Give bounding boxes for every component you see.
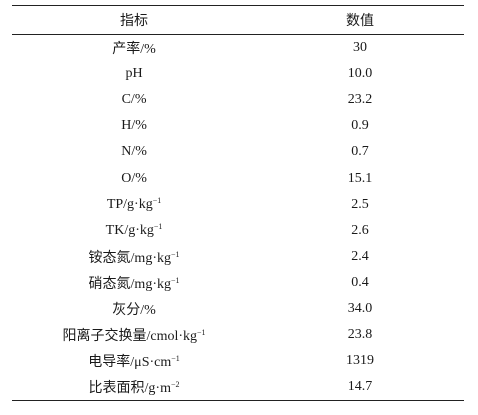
table-row: 阳离子交换量/cmol·kg−1 23.8: [12, 322, 464, 348]
table-row: pH 10.0: [12, 61, 464, 87]
header-value: 数值: [346, 14, 375, 29]
table-row: TK/g·kg−1 2.6: [12, 218, 464, 244]
unit-exponent: −1: [171, 249, 180, 259]
indicator-cell: 阳离子交换量/cmol·kg−1: [12, 322, 256, 348]
value-cell: 2.4: [351, 248, 369, 264]
indicator-label: C/%: [121, 92, 147, 108]
indicator-label: H/%: [121, 118, 147, 134]
table-row: TP/g·kg−1 2.5: [12, 192, 464, 218]
value-cell: 2.6: [351, 222, 369, 238]
indicator-cell: H/%: [12, 113, 256, 139]
indicator-cell: TK/g·kg−1: [12, 218, 256, 244]
unit-exponent: −1: [171, 354, 180, 364]
unit-exponent: −1: [153, 221, 163, 231]
value-cell: 2.5: [351, 196, 369, 212]
table-row: 电导率/μS·cm−1 1319: [12, 348, 464, 374]
table-row: C/% 23.2: [12, 87, 464, 113]
indicator-cell: 硝态氮/mg·kg−1: [12, 270, 256, 296]
indicator-cell: C/%: [12, 87, 256, 113]
table-row: 硝态氮/mg·kg−1 0.4: [12, 270, 464, 296]
indicator-label: 铵态氮/mg·kg: [88, 250, 171, 266]
indicator-label: 比表面积/g·m: [88, 381, 171, 397]
value-cell: 0.7: [351, 144, 369, 160]
table-row: N/% 0.7: [12, 139, 464, 165]
value-cell: 23.2: [347, 92, 373, 108]
indicator-label: 电导率/μS·cm: [88, 355, 172, 371]
value-cell: 23.8: [347, 327, 373, 343]
table-header-row: 指标 数值: [12, 5, 464, 35]
indicator-label: TK/g·kg: [105, 222, 154, 238]
data-table-container: 指标 数值 产率/% 30 pH 10.0 C/% 23.2 H/% 0.9 N/% 0.7 O/%…: [12, 5, 464, 401]
indicator-cell: pH: [12, 61, 256, 87]
indicator-cell: 灰分/%: [12, 296, 256, 322]
value-cell: 14.7: [347, 379, 373, 395]
indicator-label: TP/g·kg: [106, 196, 153, 212]
header-indicator: 指标: [120, 14, 149, 29]
indicator-label: N/%: [121, 144, 147, 160]
properties-table: 指标 数值 产率/% 30 pH 10.0 C/% 23.2 H/% 0.9 N/% 0.7 O/%…: [12, 5, 464, 401]
value-cell: 34.0: [347, 300, 373, 316]
value-cell: 10.0: [347, 66, 373, 82]
indicator-cell: 铵态氮/mg·kg−1: [12, 244, 256, 270]
value-cell: 15.1: [347, 170, 373, 186]
table-row: 比表面积/g·m−2 14.7: [12, 374, 464, 401]
value-cell: 0.4: [351, 274, 369, 290]
indicator-cell: 比表面积/g·m−2: [12, 374, 256, 401]
value-cell: 30: [353, 40, 368, 56]
indicator-cell: 电导率/μS·cm−1: [12, 348, 256, 374]
value-cell: 0.9: [351, 118, 369, 134]
indicator-label: O/%: [121, 170, 147, 186]
table-row: 铵态氮/mg·kg−1 2.4: [12, 244, 464, 270]
indicator-label: 硝态氮/mg·kg: [88, 276, 171, 292]
table-row: H/% 0.9: [12, 113, 464, 139]
indicator-cell: O/%: [12, 165, 256, 191]
unit-exponent: −1: [171, 275, 180, 285]
table-row: 产率/% 30: [12, 35, 464, 62]
table-row: O/% 15.1: [12, 165, 464, 191]
table-row: 灰分/% 34.0: [12, 296, 464, 322]
indicator-label: pH: [125, 66, 143, 82]
indicator-label: 灰分/%: [112, 302, 156, 318]
unit-exponent: −1: [197, 328, 206, 338]
indicator-cell: 产率/%: [12, 35, 256, 62]
table-body: 产率/% 30 pH 10.0 C/% 23.2 H/% 0.9 N/% 0.7 O/% 15.1 TP…: [12, 35, 464, 401]
indicator-label: 阳离子交换量/cmol·kg: [62, 329, 198, 345]
indicator-cell: TP/g·kg−1: [12, 192, 256, 218]
value-cell: 1319: [346, 353, 375, 369]
unit-exponent: −2: [171, 380, 180, 390]
indicator-cell: N/%: [12, 139, 256, 165]
unit-exponent: −1: [152, 195, 162, 205]
indicator-label: 产率/%: [112, 42, 156, 58]
